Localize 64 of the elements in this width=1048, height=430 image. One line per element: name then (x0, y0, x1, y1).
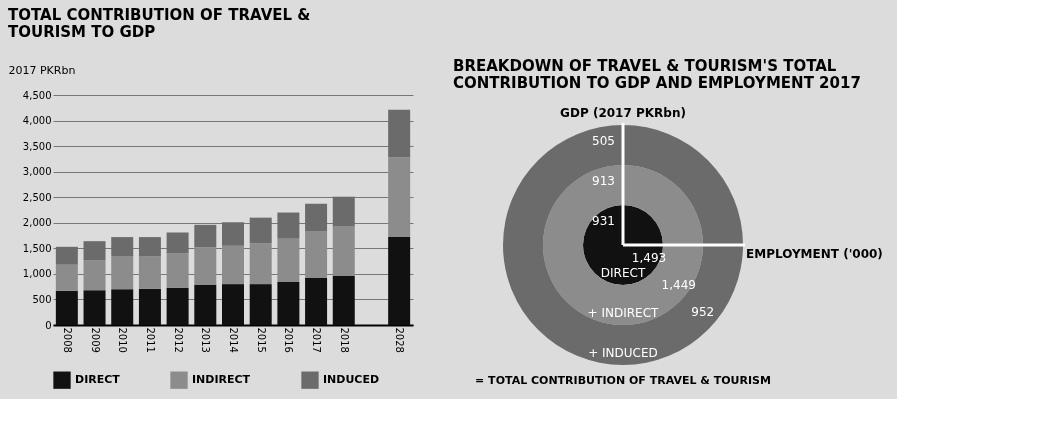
category-label: GDP (2017 PKRbn) (560, 106, 686, 120)
y-tick-label: 1,500 (22, 242, 52, 254)
bar (194, 284, 217, 325)
data-label: 931 (592, 214, 615, 228)
legend-label: INDIRECT (192, 373, 251, 387)
data-label: 913 (592, 174, 615, 188)
x-tick-label: 2014 (228, 327, 239, 353)
bar (83, 290, 106, 325)
x-tick-label: 2013 (200, 327, 212, 353)
y-tick-label: 2,500 (22, 191, 52, 203)
y-tick-label: 3,500 (22, 140, 52, 152)
text: BREAKDOWN OF TRAVEL & TOURISM'S TOTAL CONTRIBUTION TO GDP AND EMPLOYMENT 2017 (453, 57, 861, 92)
bar (277, 238, 300, 283)
y-tick-label: 1,000 (22, 268, 52, 280)
bar (388, 157, 411, 238)
bar (305, 277, 328, 325)
x-tick-label: 2012 (172, 327, 184, 353)
bar (222, 284, 244, 325)
bar (305, 230, 328, 278)
data-label: 1,493 (631, 251, 667, 266)
bar (249, 284, 272, 325)
data-label: 505 (592, 134, 615, 148)
series-label: DIRECT (600, 266, 646, 280)
bar (166, 253, 189, 288)
bar (222, 245, 244, 285)
text: = TOTAL CONTRIBUTION OF TRAVEL & TOURISM (475, 374, 771, 387)
y-tick-label: 4,500 (22, 89, 52, 101)
y-tick-label: 3,000 (22, 166, 52, 178)
y-tick-label: 2,000 (22, 217, 52, 229)
x-tick-label: 2015 (255, 327, 267, 353)
x-tick-label: 2018 (338, 327, 350, 353)
x-tick-label: 2010 (117, 327, 129, 353)
legend-label: DIRECT (75, 373, 121, 387)
x-tick-label: 2016 (283, 327, 295, 353)
category-label: EMPLOYMENT ('000) (746, 247, 883, 261)
bar (83, 260, 106, 291)
series-label: + INDIRECT (587, 306, 660, 320)
data-label: 952 (691, 304, 715, 319)
bar (111, 289, 134, 325)
y-tick-label: 4,000 (22, 115, 52, 127)
bar (388, 237, 411, 325)
data-label: 1,449 (661, 278, 696, 293)
x-tick-label: 2008 (61, 327, 73, 353)
x-tick-label: 2011 (144, 327, 156, 353)
bar (138, 288, 161, 325)
bar (332, 275, 355, 325)
x-tick-label: 2017 (311, 327, 323, 353)
bar (194, 247, 217, 285)
bar (249, 243, 272, 285)
bar (332, 226, 355, 276)
legend-label: INDUCED (323, 373, 380, 387)
x-tick-label: 2028 (394, 327, 406, 353)
bar (55, 264, 78, 291)
bar (55, 290, 78, 325)
y-axis-title: 2017 PKRbn (8, 63, 76, 77)
y-tick-label: 500 (32, 293, 52, 305)
y-tick-label: 0 (45, 319, 52, 331)
bar (277, 282, 300, 325)
series-label: + INDUCED (588, 346, 658, 360)
bar (138, 256, 161, 289)
bar (111, 256, 134, 290)
chart-title: TOTAL CONTRIBUTION OF TRAVEL & TOURISM TO GDP (8, 6, 311, 41)
bar (166, 287, 189, 325)
x-tick-label: 2009 (89, 327, 101, 353)
